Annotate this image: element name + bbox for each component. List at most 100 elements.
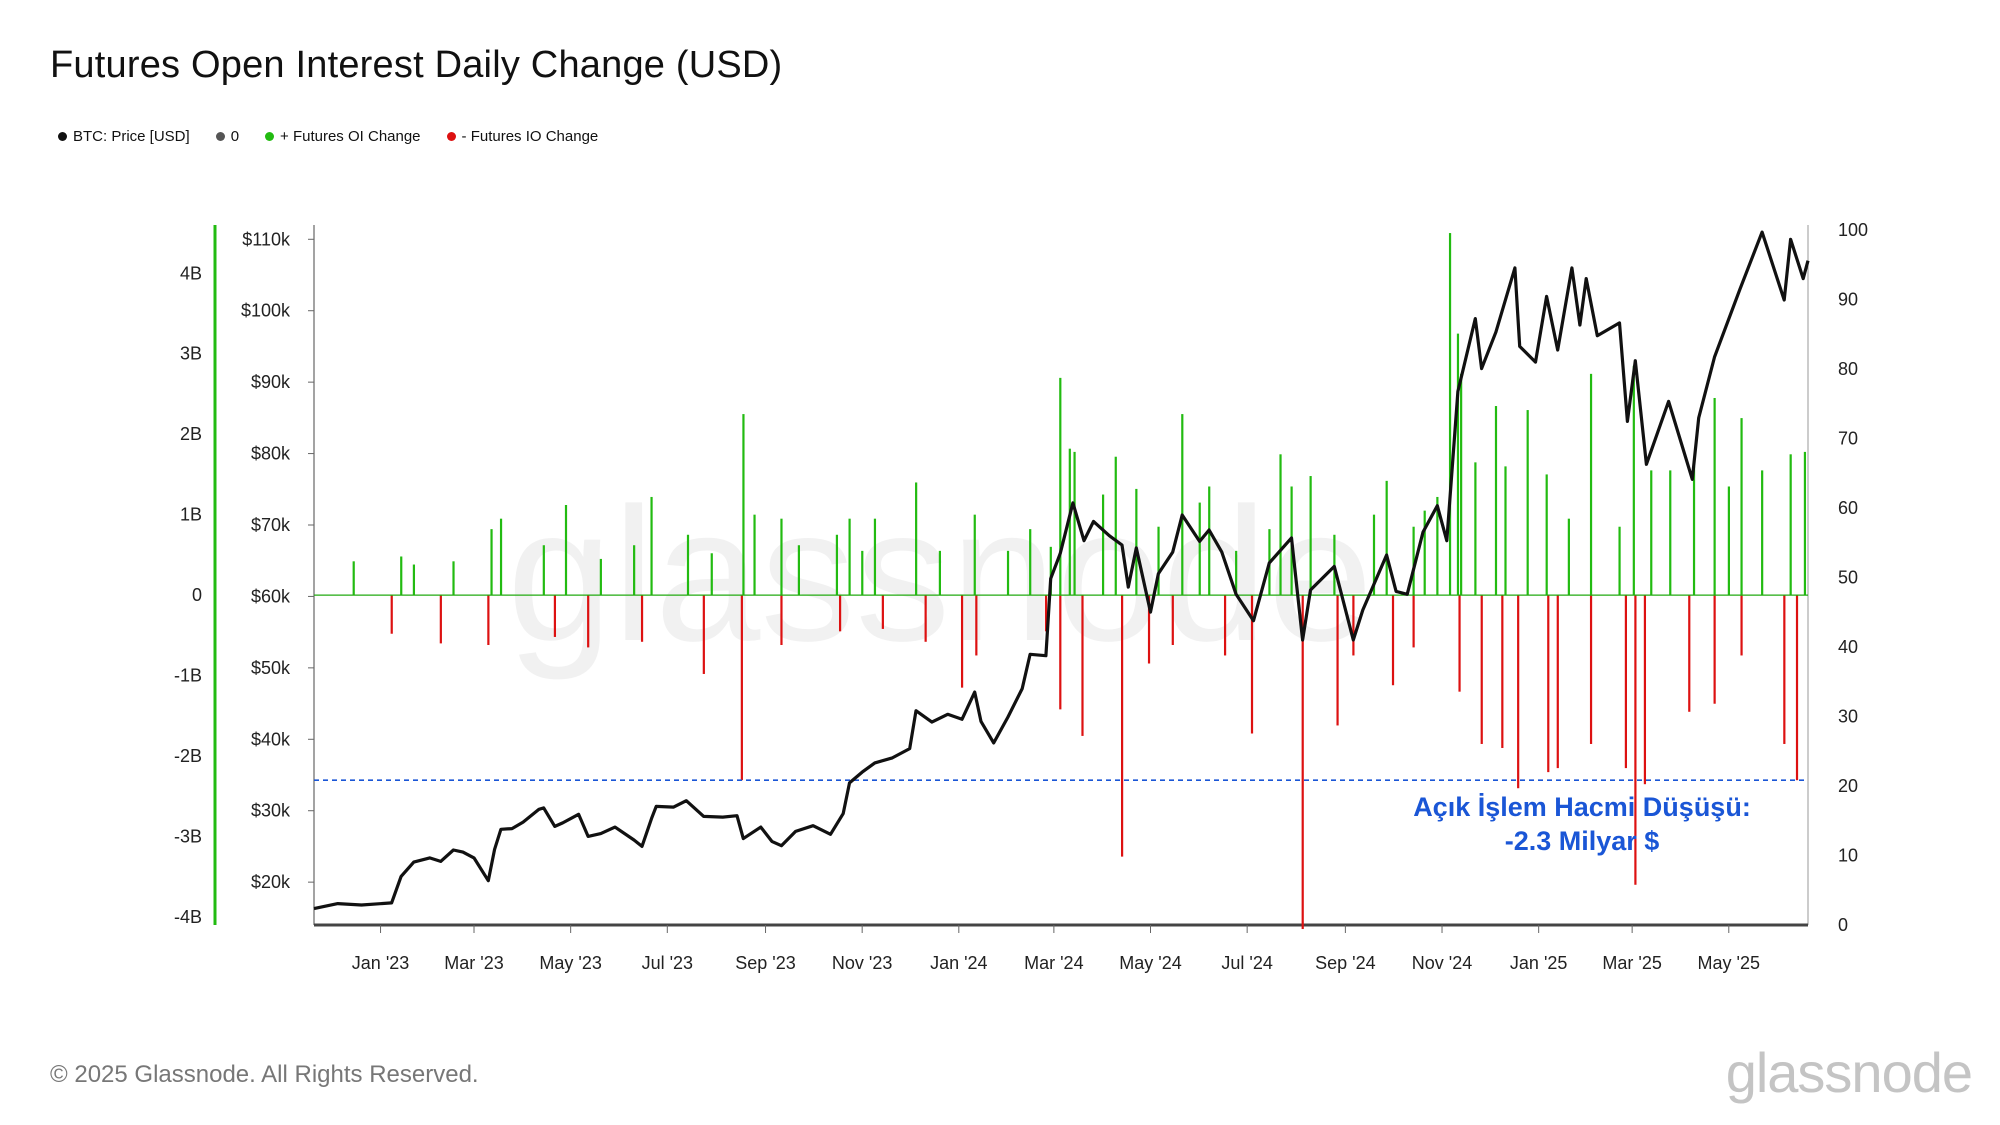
oi-positive-bar [1669, 470, 1672, 596]
right-tick-label: 50 [1838, 568, 1858, 588]
oi-positive-bar [1309, 476, 1312, 596]
right-tick-label: 60 [1838, 498, 1858, 518]
oi-tick-label: 0 [192, 585, 202, 605]
oi-negative-bar [1795, 595, 1799, 781]
oi-negative-bars [390, 595, 1799, 930]
oi-axis: 4B 3B 2B 1B 0 -1B -2B -3B -4B [174, 225, 217, 927]
oi-tick-label: 1B [180, 505, 202, 525]
oi-positive-bar [1803, 451, 1807, 596]
oi-tick-label: 3B [180, 344, 202, 364]
oi-negative-bar [1688, 595, 1691, 712]
legend-dot-zero [215, 132, 225, 141]
oi-positive-bar [1545, 474, 1548, 596]
legend-label-price: BTC: Price [USD] [73, 128, 190, 145]
oi-positive-bar [633, 545, 636, 596]
oi-positive-bar [1436, 496, 1439, 596]
price-axis: $110k $100k $90k $80k $70k $60k $50k $40k $30k $2… [241, 225, 315, 925]
oi-negative-bar [1147, 595, 1151, 664]
oi-negative-bar [702, 595, 705, 674]
price-tick-label: $90k [251, 372, 291, 392]
right-tick-label: 10 [1838, 846, 1858, 866]
x-tick-label: Mar '23 [444, 953, 503, 973]
oi-positive-bar [1372, 514, 1376, 596]
price-tick-label: $40k [251, 729, 291, 749]
price-tick-label: $50k [251, 658, 291, 678]
price-tick-label: $80k [251, 444, 291, 464]
x-tick-label: Jan '25 [1510, 953, 1567, 973]
oi-tick-label: -4B [174, 907, 202, 927]
oi-positive-bar [938, 550, 942, 596]
x-tick-label: Nov '23 [832, 953, 892, 973]
oi-positive-bar [1504, 466, 1507, 596]
copyright-text: © 2025 Glassnode. All Rights Reserved. [50, 1061, 479, 1088]
oi-positive-bar [452, 561, 455, 596]
oi-negative-bar [487, 595, 490, 645]
oi-positive-bar [710, 553, 713, 596]
oi-positive-bar [1526, 410, 1529, 596]
oi-negative-bar [780, 595, 783, 645]
x-tick-label: Mar '25 [1602, 953, 1661, 973]
oi-tick-label: 2B [180, 424, 202, 444]
annotation: Açık İşlem Hacmi Düşüşü: -2.3 Milyar $ [1413, 792, 1751, 856]
price-tick-label: $30k [251, 801, 291, 821]
oi-positive-bar [1157, 526, 1160, 596]
oi-positive-bar [753, 514, 756, 596]
legend-item-zero[interactable]: 0 [215, 128, 240, 145]
oi-positive-bar [1198, 502, 1201, 596]
right-tick-label: 0 [1838, 915, 1848, 935]
price-tick-label: $70k [251, 515, 291, 535]
oi-positive-bar [1101, 494, 1105, 596]
right-tick-label: 40 [1838, 637, 1858, 657]
oi-tick-label: -1B [174, 666, 202, 686]
oi-positive-bar [1650, 470, 1653, 596]
oi-negative-bar [1120, 595, 1124, 857]
legend-label-zero: 0 [230, 128, 240, 145]
oi-positive-bar [1589, 373, 1593, 596]
legend-item-oi-negative[interactable]: - Futures IO Change [446, 128, 598, 145]
right-tick-label: 70 [1838, 429, 1858, 449]
oi-positive-bar [599, 558, 602, 596]
oi-positive-bar [915, 482, 918, 596]
oi-negative-bar [1480, 595, 1483, 744]
oi-positive-bar [1713, 397, 1716, 596]
price-tick-label: $60k [251, 586, 291, 606]
oi-negative-bar [740, 595, 743, 781]
oi-negative-bar [1171, 595, 1174, 645]
x-tick-label: Jul '24 [1221, 953, 1272, 973]
x-tick-label: Mar '24 [1024, 953, 1083, 973]
oi-negative-bar [1081, 595, 1084, 736]
oi-negative-bar [640, 595, 644, 642]
oi-positive-bar [797, 545, 800, 596]
oi-negative-bar [1223, 595, 1227, 656]
oi-negative-bar [1458, 595, 1461, 692]
right-tick-label: 90 [1838, 290, 1858, 310]
oi-negative-bar [1501, 595, 1504, 748]
oi-positive-bar [1049, 546, 1052, 596]
oi-negative-bar [1352, 595, 1355, 656]
oi-positive-bar [1567, 518, 1570, 596]
oi-negative-bar [1517, 595, 1520, 789]
oi-tick-label: -2B [174, 746, 202, 766]
oi-positive-bar [412, 564, 416, 596]
oi-positive-bar [352, 561, 355, 596]
x-tick-label: Sep '24 [1315, 953, 1376, 973]
price-tick-label: $100k [241, 301, 291, 321]
legend: BTC: Price [USD] 0 + Futures OI Change -… [58, 128, 598, 145]
oi-positive-bar [835, 534, 839, 596]
oi-negative-bar [1336, 595, 1339, 726]
x-axis: Jan '23 Mar '23 May '23 Jul '23 Sep '23 Nov '… [314, 923, 1808, 973]
oi-negative-bar [838, 595, 842, 632]
oi-negative-bar [1044, 595, 1048, 632]
oi-negative-bar [439, 595, 442, 644]
legend-item-oi-positive[interactable]: + Futures OI Change [265, 128, 421, 145]
oi-positive-bar [1423, 510, 1426, 596]
oi-positive-bar [873, 518, 877, 596]
oi-positive-bar [1727, 486, 1730, 596]
oi-positive-bar [1114, 456, 1117, 596]
oi-positive-bar [1181, 414, 1184, 596]
legend-item-price[interactable]: BTC: Price [USD] [58, 128, 190, 145]
oi-negative-bar [1059, 595, 1062, 710]
oi-positive-bar [1068, 448, 1071, 596]
